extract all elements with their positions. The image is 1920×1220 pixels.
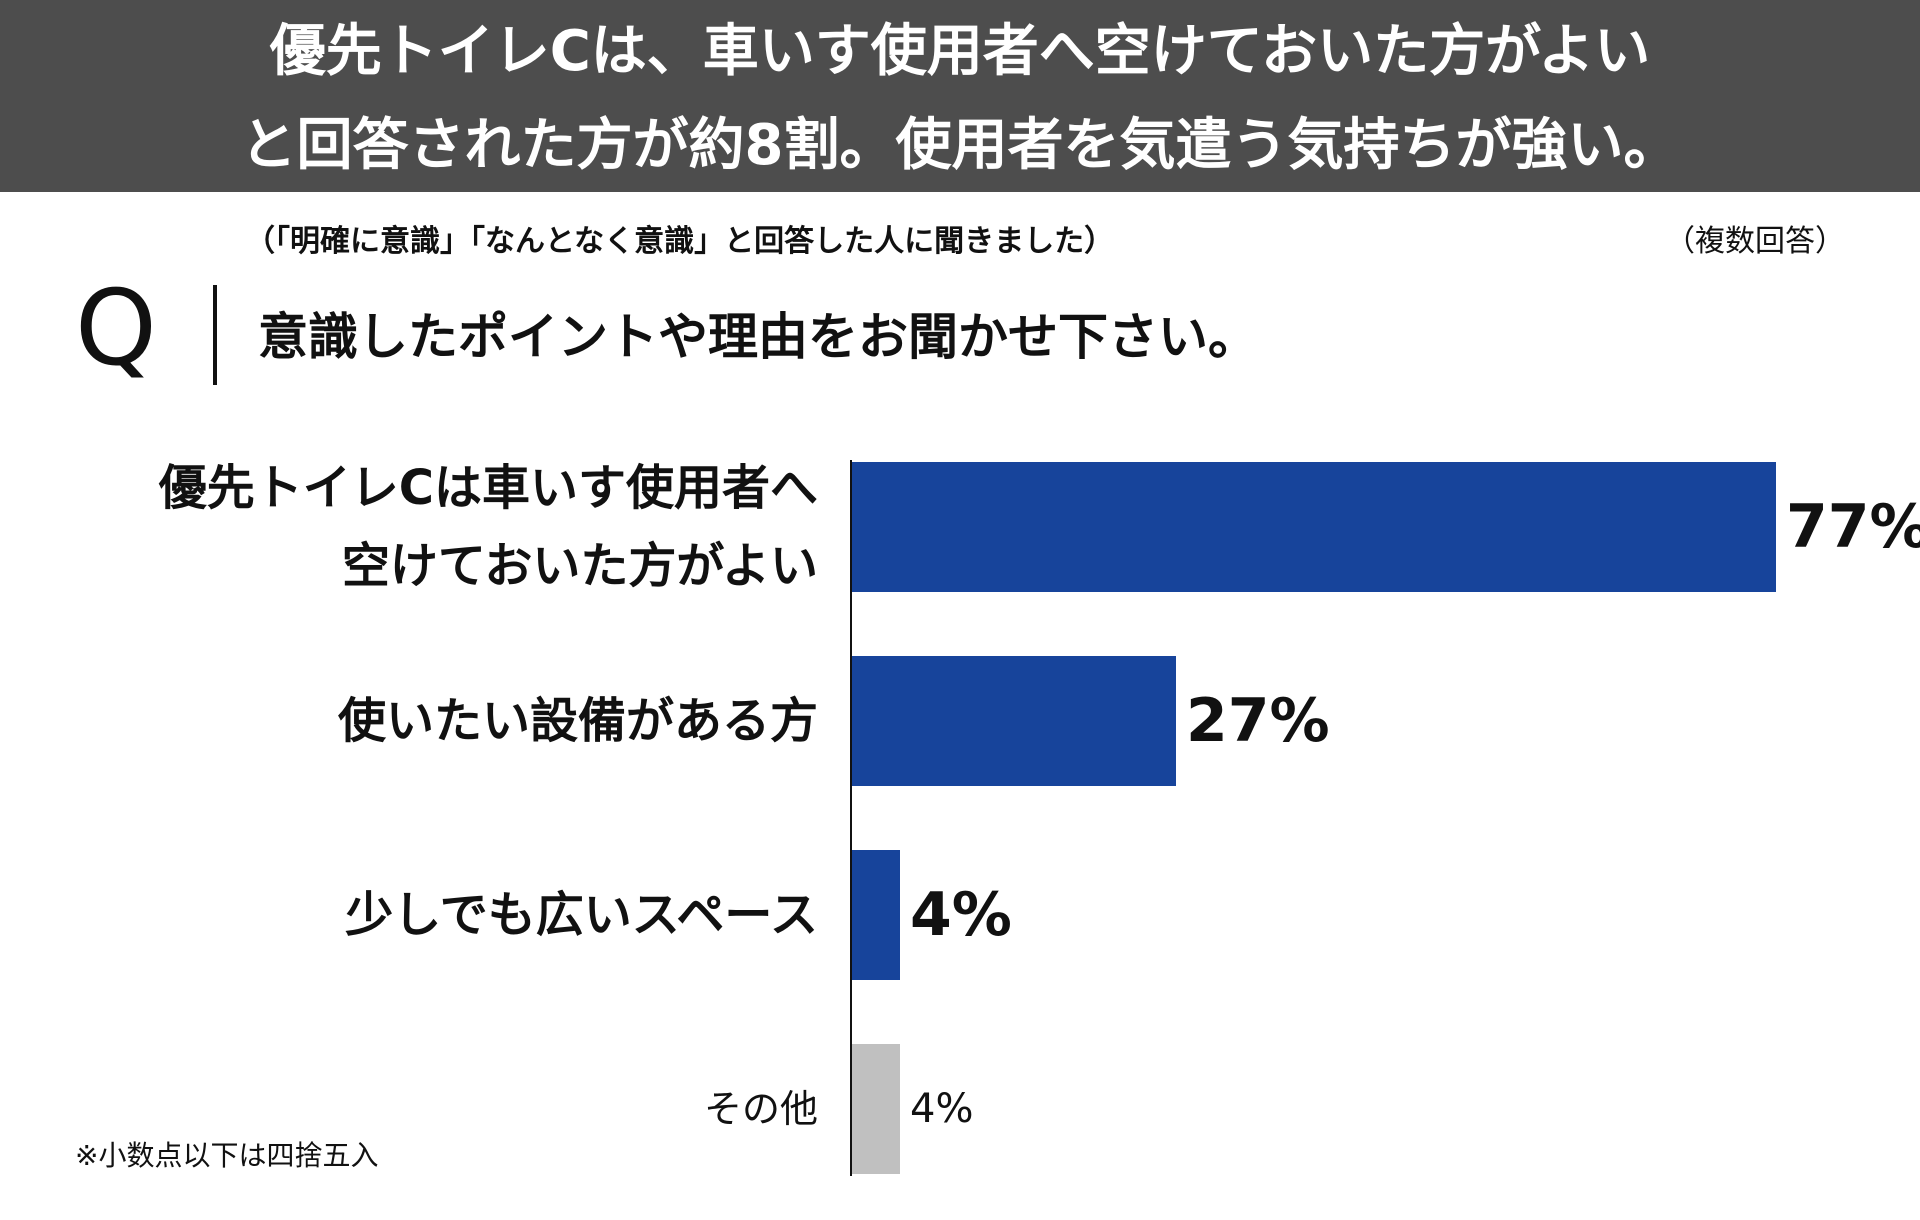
- category-label-1-line-2: 空けておいた方がよい: [342, 538, 818, 594]
- data-label-2: 27%: [1186, 686, 1330, 756]
- category-label-2-line-1: 使いたい設備がある方: [338, 693, 818, 749]
- category-label-1-line-1: 優先トイレCは車いす使用者へ: [158, 460, 818, 516]
- question-text: 意識したポイントや理由をお聞かせ下さい。: [258, 308, 1258, 366]
- bar-3: [852, 850, 900, 980]
- title-banner: 優先トイレCは、車いす使用者へ空けておいた方がよい と回答された方が約8割。使用…: [0, 0, 1920, 192]
- data-label-3: 4%: [910, 880, 1012, 950]
- data-label-1: 77%: [1786, 492, 1920, 562]
- title-line-2: と回答された方が約8割。使用者を気遣う気持ちが強い。: [240, 113, 1680, 178]
- bar-1: [852, 462, 1776, 592]
- multiple-answer-note: （複数回答）: [1665, 224, 1845, 259]
- question-marker: Q: [75, 267, 157, 389]
- data-label-4: 4%: [910, 1086, 973, 1132]
- category-label-3-line-1: 少しでも広いスペース: [345, 887, 818, 943]
- respondent-note: （「明確に意識」「なんとなく意識」と回答した人に聞きました）: [245, 224, 1115, 259]
- question-divider: [213, 285, 217, 385]
- bar-4: [852, 1044, 900, 1174]
- bar-2: [852, 656, 1176, 786]
- footnote: ※小数点以下は四捨五入: [75, 1139, 379, 1172]
- title-line-1: 優先トイレCは、車いす使用者へ空けておいた方がよい: [269, 19, 1651, 84]
- category-label-4-line-1: その他: [704, 1087, 818, 1131]
